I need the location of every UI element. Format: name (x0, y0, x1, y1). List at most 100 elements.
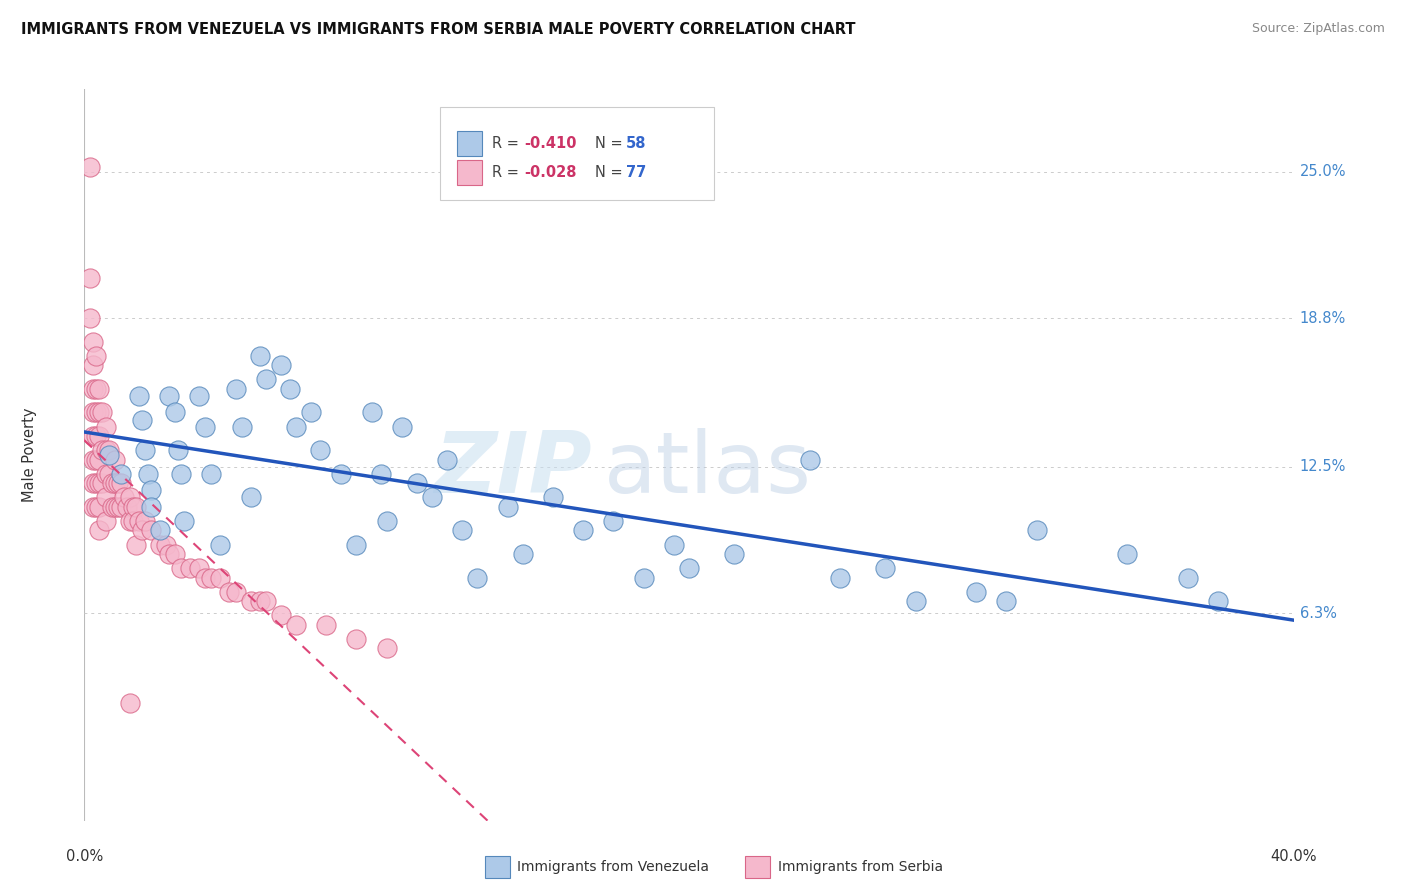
Point (94, 491, 117, 505)
Point (89, 382, 111, 396)
Point (110, 476, 132, 491)
Point (239, 491, 262, 505)
Text: 25.0%: 25.0% (1299, 164, 1346, 179)
Text: ZIP: ZIP (434, 428, 592, 511)
Point (121, 500, 143, 514)
Point (678, 561, 700, 575)
Point (225, 584, 247, 599)
Text: 12.5%: 12.5% (1299, 459, 1346, 475)
Point (188, 561, 211, 575)
Point (131, 412, 153, 426)
Point (254, 372, 277, 386)
Point (136, 467, 159, 481)
Point (875, 561, 897, 575)
Point (254, 594, 277, 608)
Text: IMMIGRANTS FROM VENEZUELA VS IMMIGRANTS FROM SERBIA MALE POVERTY CORRELATION CHA: IMMIGRANTS FROM VENEZUELA VS IMMIGRANTS … (21, 22, 856, 37)
Text: N =: N = (595, 165, 627, 179)
Point (284, 419, 308, 434)
Point (97, 448, 120, 462)
Point (315, 617, 337, 632)
Point (249, 594, 271, 608)
Point (157, 389, 180, 403)
Point (82, 382, 104, 396)
Point (995, 594, 1018, 608)
Point (1025, 524, 1047, 538)
Point (170, 561, 193, 575)
Point (391, 419, 413, 434)
Point (131, 524, 153, 538)
Point (89, 452, 111, 467)
Point (86, 452, 108, 467)
Point (86, 476, 108, 491)
Point (91, 476, 114, 491)
Point (91, 443, 114, 458)
Point (799, 452, 821, 467)
Point (89, 500, 111, 514)
Text: -0.028: -0.028 (524, 165, 576, 179)
Point (100, 476, 122, 491)
Point (86, 349, 108, 363)
Point (82, 429, 104, 443)
Point (82, 476, 104, 491)
Point (662, 538, 685, 552)
Point (346, 632, 368, 646)
Point (209, 571, 232, 585)
Point (451, 524, 474, 538)
Point (107, 500, 129, 514)
Point (370, 467, 392, 481)
Text: Immigrants from Serbia: Immigrants from Serbia (778, 860, 942, 874)
Point (633, 571, 655, 585)
Point (194, 419, 217, 434)
Point (167, 443, 190, 458)
Point (82, 500, 104, 514)
Point (134, 514, 156, 528)
Point (602, 514, 624, 528)
Point (188, 389, 211, 403)
Point (89, 476, 111, 491)
Text: Source: ZipAtlas.com: Source: ZipAtlas.com (1251, 22, 1385, 36)
Point (118, 491, 141, 505)
Point (541, 491, 564, 505)
Point (110, 500, 132, 514)
Point (94, 514, 117, 528)
Text: Immigrants from Venezuela: Immigrants from Venezuela (517, 860, 710, 874)
Text: 0.0%: 0.0% (66, 849, 103, 864)
Point (406, 476, 429, 491)
Point (107, 476, 129, 491)
Point (436, 452, 458, 467)
Point (86, 382, 108, 396)
Point (467, 571, 489, 585)
Point (125, 500, 148, 514)
Point (231, 419, 253, 434)
Point (163, 547, 186, 561)
Point (91, 405, 114, 419)
Point (270, 358, 292, 372)
Text: 58: 58 (626, 136, 647, 151)
Point (82, 405, 104, 419)
Point (104, 500, 127, 514)
Point (309, 443, 332, 458)
Point (375, 641, 398, 656)
Point (420, 491, 443, 505)
Point (360, 405, 382, 419)
Point (225, 382, 247, 396)
Point (1177, 571, 1199, 585)
Point (104, 452, 127, 467)
Point (118, 514, 141, 528)
Text: 40.0%: 40.0% (1270, 849, 1317, 864)
Point (270, 608, 292, 623)
Point (89, 429, 111, 443)
Point (97, 443, 120, 458)
Text: atlas: atlas (605, 428, 813, 511)
Point (89, 524, 111, 538)
Point (572, 524, 595, 538)
Point (79, 160, 101, 174)
Point (149, 538, 172, 552)
Point (179, 561, 201, 575)
Text: 6.3%: 6.3% (1299, 606, 1337, 621)
Point (330, 467, 353, 481)
Point (94, 419, 117, 434)
Point (104, 476, 127, 491)
Point (82, 452, 104, 467)
Point (512, 547, 534, 561)
